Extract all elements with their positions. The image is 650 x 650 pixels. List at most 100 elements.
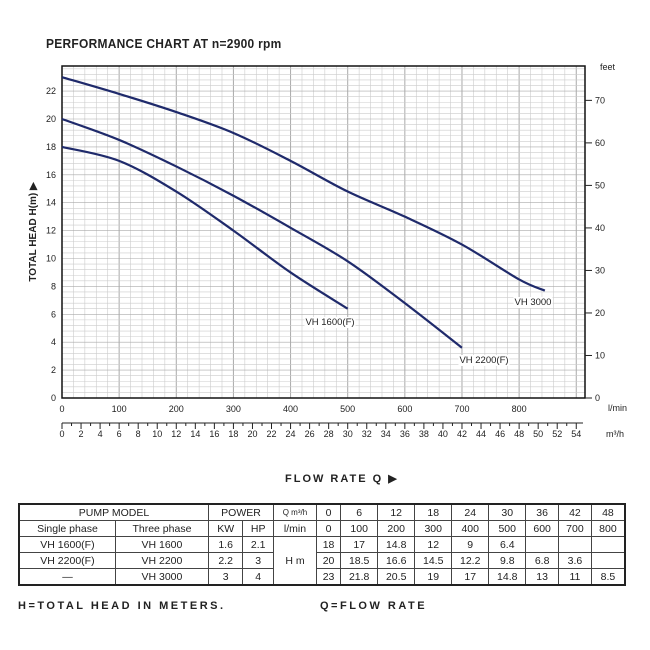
x2-tick-label: 52: [552, 429, 562, 439]
series-label: VH 3000: [515, 297, 552, 308]
table-cell: [525, 536, 560, 553]
y-tick-label: 14: [46, 198, 56, 208]
x2-unit-label: m³/h: [606, 429, 624, 439]
y-tick-label: 22: [46, 86, 56, 96]
table-cell: 6.4: [488, 536, 527, 553]
table-row: — VH 3000 3 4 23 21.8 20.5 19 17 14.8 13 11 8.5: [18, 568, 626, 586]
table-header: 400: [451, 520, 490, 537]
series-line-vh-2200-f-: [61, 117, 463, 349]
table-cell: 3: [242, 552, 275, 569]
y2-tick-label: 0: [595, 393, 600, 403]
x2-tick-label: 44: [476, 429, 486, 439]
table-header: 100: [340, 520, 379, 537]
series-line-vh-3000: [61, 76, 546, 292]
table-cell: 19: [414, 568, 453, 586]
x2-tick-label: 38: [419, 429, 429, 439]
x2-tick-label: 32: [362, 429, 372, 439]
x2-tick-label: 42: [457, 429, 467, 439]
table-cell: 21.8: [340, 568, 379, 586]
plot-frame: [61, 65, 586, 399]
x2-tick-label: 8: [136, 429, 141, 439]
y2-tick-label: 20: [595, 308, 605, 318]
y-tick-label: 12: [46, 226, 56, 236]
x2-tick-label: 18: [228, 429, 238, 439]
series-label-bg: [458, 355, 510, 366]
y-axis-label: TOTAL HEAD H(m) ▶: [28, 181, 39, 282]
table-cell: [558, 536, 592, 553]
table-header: 18: [414, 503, 453, 521]
table-header: Three phase: [114, 520, 210, 537]
table-cell: 12.2: [451, 552, 490, 569]
table-cell: 4: [242, 568, 275, 586]
table-header: 0: [315, 520, 342, 537]
table-cell: 18.5: [340, 552, 379, 569]
table-cell: 6.8: [525, 552, 560, 569]
table-cell: 9.8: [488, 552, 527, 569]
table-cell: 8.5: [590, 568, 626, 586]
x2-tick-label: 36: [400, 429, 410, 439]
table-cell: 11: [558, 568, 592, 586]
x2-tick-label: 4: [98, 429, 103, 439]
x-axis-label: FLOW RATE Q ▶: [285, 473, 399, 485]
y2-tick-label: 70: [595, 95, 605, 105]
y-tick-label: 16: [46, 170, 56, 180]
x2-tick-label: 48: [514, 429, 524, 439]
table-cell: VH 2200(F): [18, 552, 116, 569]
table-header-row: PUMP MODEL POWER Q m³/h 0 6 12 18 24 30 …: [18, 503, 626, 521]
table-header: 500: [488, 520, 527, 537]
y-tick-label: 4: [51, 337, 56, 347]
table-cell: 9: [451, 536, 490, 553]
table-header: PUMP MODEL: [18, 503, 209, 521]
table-cell: 3.6: [558, 552, 592, 569]
x-tick-label: 100: [112, 404, 127, 414]
table-header: 600: [525, 520, 560, 537]
series-label-bg: [304, 317, 356, 328]
x2-tick-label: 16: [209, 429, 219, 439]
x-tick-label: 400: [283, 404, 298, 414]
table-header: 300: [414, 520, 453, 537]
x-tick-label: 800: [512, 404, 527, 414]
table-cell: 18: [315, 536, 342, 553]
table-cell: 1.6: [207, 536, 244, 553]
x2-tick-label: 6: [117, 429, 122, 439]
y2-tick-label: 30: [595, 265, 605, 275]
table-cell: 17: [340, 536, 379, 553]
y2-tick-label: 60: [595, 138, 605, 148]
table-cell: [590, 536, 626, 553]
x2-tick-label: 28: [324, 429, 334, 439]
x-tick-label: 0: [59, 404, 64, 414]
series-label-bg: [513, 297, 553, 308]
x-tick-label: 300: [226, 404, 241, 414]
table-cell: 17: [451, 568, 490, 586]
y2-unit-label: feet: [600, 62, 616, 72]
x2-tick-label: 34: [381, 429, 391, 439]
table-header: 6: [340, 503, 379, 521]
x2-tick-label: 14: [190, 429, 200, 439]
x2-tick-label: 26: [305, 429, 315, 439]
x2-tick-label: 12: [171, 429, 181, 439]
table-header: 36: [525, 503, 560, 521]
table-cell: VH 3000: [114, 568, 210, 586]
series-line-vh-1600-f-: [61, 145, 349, 310]
table-header-row: Single phase Three phase KW HP l/min 0 100 200 3…: [18, 520, 626, 537]
table-header: POWER: [207, 503, 275, 521]
y-tick-label: 10: [46, 254, 56, 264]
table-header: 30: [488, 503, 527, 521]
table-header: KW: [207, 520, 244, 537]
x2-tick-label: 10: [152, 429, 162, 439]
hm-label: H m: [273, 536, 317, 586]
table-cell: 2.2: [207, 552, 244, 569]
x2-tick-label: 2: [79, 429, 84, 439]
table-row: VH 2200(F) VH 2200 2.2 3 20 18.5 16.6 14.5 12.2 9…: [18, 552, 626, 569]
table-cell: 20: [315, 552, 342, 569]
table-cell: [590, 552, 626, 569]
table-header: 200: [377, 520, 416, 537]
x-unit-label: l/min: [608, 403, 627, 413]
table-cell: VH 2200: [114, 552, 210, 569]
table-cell: —: [18, 568, 116, 586]
table-cell: VH 1600(F): [18, 536, 116, 553]
table-cell: 20.5: [377, 568, 416, 586]
table-header: 0: [315, 503, 342, 521]
